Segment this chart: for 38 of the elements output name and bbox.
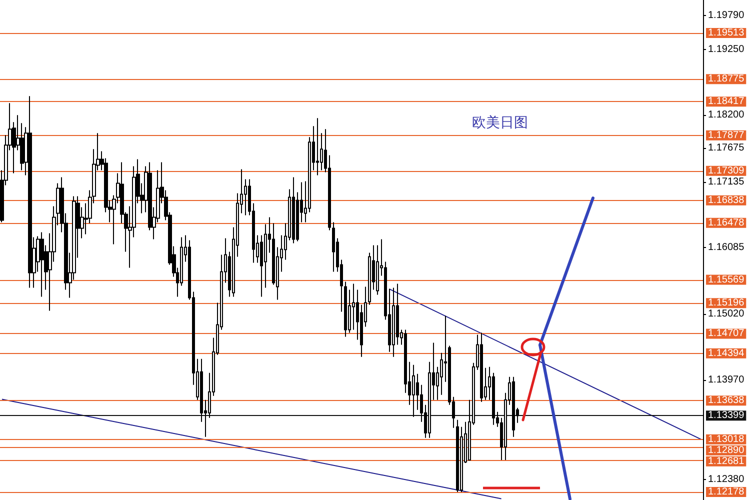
ref-line-label: 1.15196 (708, 298, 745, 309)
ref-line-label: 1.16478 (708, 217, 745, 228)
y-tick-label: 1.13970 (708, 374, 745, 386)
y-tick-label: 1.16085 (708, 242, 745, 253)
ref-line-label: 1.14394 (708, 348, 745, 359)
candlestick (412, 364, 415, 418)
ref-line-label: 1.17877 (708, 130, 745, 141)
candlestick (316, 118, 319, 176)
ref-line-label: 1.18775 (708, 74, 745, 85)
text: 欧美日图 (472, 115, 528, 131)
candlestick (40, 232, 44, 298)
candlestick (28, 96, 32, 288)
candlestick (456, 419, 459, 492)
ref-line-label: 1.15569 (708, 274, 745, 286)
y-tick-label: 1.18200 (708, 110, 745, 121)
ref-line-label: 1.12178 (708, 486, 745, 498)
ref-line-label: 1.18417 (708, 96, 745, 108)
y-tick-label: 1.19250 (708, 44, 745, 55)
ref-line-label: 1.13638 (708, 395, 745, 406)
ref-line-label: 1.13018 (708, 434, 745, 445)
y-tick-label: 1.17135 (708, 176, 745, 188)
y-tick-label: 1.17675 (708, 142, 745, 154)
candlestick (512, 376, 515, 438)
y-tick-label: 1.15020 (708, 308, 745, 320)
ref-line-label: 1.12890 (708, 444, 745, 456)
ref-line-label: 1.16838 (708, 194, 745, 206)
candlestick (392, 287, 395, 358)
ref-line-label: 1.12681 (708, 456, 745, 467)
ref-line-label: 1.17309 (708, 165, 745, 176)
y-tick-label: 1.19790 (708, 10, 745, 22)
candlestick (332, 222, 335, 272)
candlestick (344, 281, 347, 338)
ref-line-label: 1.13399 (708, 410, 745, 422)
ref-line-label: 1.14707 (708, 328, 745, 340)
candlestick (480, 332, 483, 402)
ref-line-label: 1.19513 (708, 27, 745, 38)
candlestick (292, 176, 295, 244)
y-tick-label: 1.12380 (708, 474, 745, 485)
